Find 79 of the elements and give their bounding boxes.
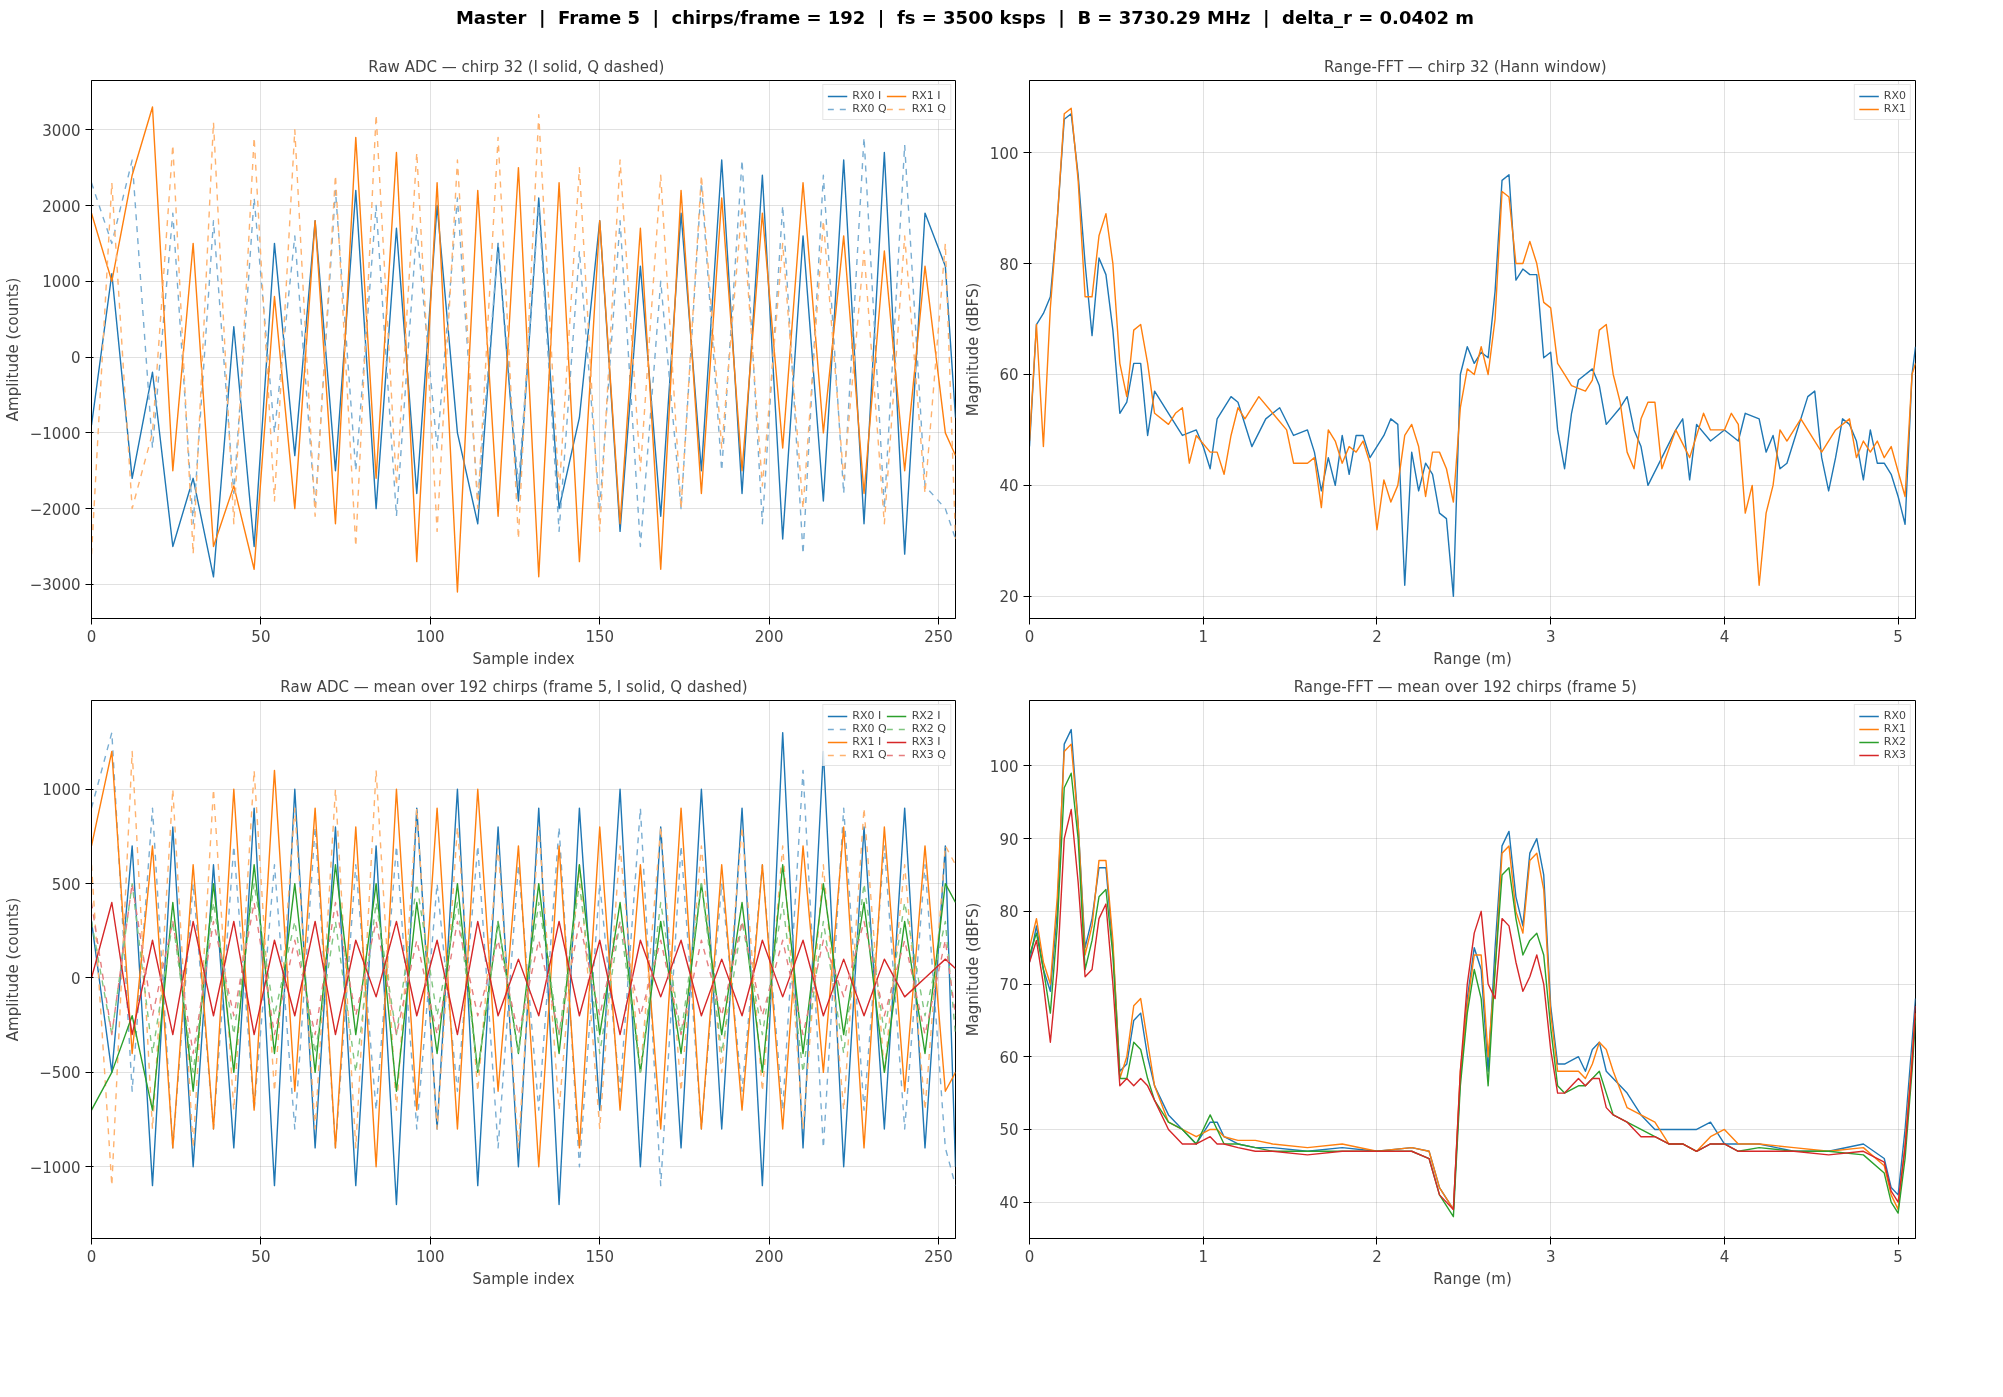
x-tick-label: 4 <box>1719 627 1730 646</box>
x-tick-label: 5 <box>1893 627 1903 646</box>
legend-label: RX0 <box>1883 89 1906 102</box>
x-tick-label: 150 <box>585 627 615 646</box>
legend-label: RX1 <box>1883 722 1906 735</box>
x-tick-label: 100 <box>416 1247 445 1266</box>
y-tick-label: −1000 <box>29 1158 81 1177</box>
x-axis-title: Sample index <box>472 1269 575 1288</box>
x-tick-label: 200 <box>754 1247 784 1266</box>
y-tick-label: 1000 <box>42 781 81 800</box>
x-tick-label: 2 <box>1372 627 1382 646</box>
legend-label: RX3 Q <box>911 748 946 761</box>
chart-title: Raw ADC — mean over 192 chirps (frame 5, I solid, Q dashed) <box>280 677 748 696</box>
y-tick-label: 80 <box>999 903 1019 922</box>
legend-label: RX0 <box>1883 709 1906 722</box>
y-axis-title: Magnitude (dBFS) <box>963 282 982 417</box>
y-tick-label: −1000 <box>29 424 81 443</box>
y-tick-label: 2000 <box>42 197 81 216</box>
x-tick-label: 250 <box>924 1247 953 1266</box>
x-axis-title: Sample index <box>472 649 575 668</box>
x-tick-label: 50 <box>251 1247 271 1266</box>
y-tick-label: 90 <box>999 830 1019 849</box>
y-axis-title: Amplitude (counts) <box>3 897 22 1042</box>
legend-label: RX0 I <box>852 89 882 102</box>
legend-label: RX0 Q <box>852 102 887 115</box>
y-axis-title: Amplitude (counts) <box>3 277 22 422</box>
x-tick-label: 50 <box>251 627 271 646</box>
x-tick-label: 0 <box>86 627 97 646</box>
y-tick-label: 3000 <box>42 121 81 140</box>
legend-label: RX1 I <box>911 89 941 102</box>
legend-label: RX2 <box>1883 735 1906 748</box>
y-tick-label: 500 <box>51 875 81 894</box>
x-tick-label: 5 <box>1893 1247 1903 1266</box>
y-tick-label: 60 <box>999 366 1019 385</box>
x-tick-label: 0 <box>86 1247 97 1266</box>
y-tick-label: 0 <box>70 969 81 988</box>
x-axis-title: Range (m) <box>1433 1269 1512 1288</box>
y-tick-label: 100 <box>989 757 1019 776</box>
legend-label: RX1 I <box>852 735 882 748</box>
chart-title: Range-FFT — mean over 192 chirps (frame 5) <box>1293 677 1637 696</box>
chart-title: Raw ADC — chirp 32 (I solid, Q dashed) <box>368 57 665 76</box>
legend-label: RX1 <box>1883 102 1906 115</box>
y-axis-title: Magnitude (dBFS) <box>963 902 982 1037</box>
x-tick-label: 3 <box>1545 1247 1556 1266</box>
y-tick-label: 40 <box>999 1194 1019 1213</box>
y-tick-label: 100 <box>989 144 1019 163</box>
legend-label: RX3 I <box>911 735 941 748</box>
legend-label: RX1 Q <box>911 102 946 115</box>
x-tick-label: 4 <box>1719 1247 1730 1266</box>
y-tick-label: 0 <box>70 349 81 368</box>
x-axis-title: Range (m) <box>1433 649 1512 668</box>
x-tick-label: 100 <box>416 627 445 646</box>
x-tick-label: 2 <box>1372 1247 1382 1266</box>
y-tick-label: −3000 <box>29 576 81 595</box>
y-tick-label: 50 <box>999 1121 1019 1140</box>
y-tick-label: 20 <box>999 588 1019 607</box>
text: Master | Frame 5 | chirps/frame = 192 | fs = 3500 ksps | B = 3730.29 MHz | delta_r = 0.0402 m <box>455 6 1475 30</box>
chart-title: Range-FFT — chirp 32 (Hann window) <box>1323 57 1607 76</box>
x-tick-label: 0 <box>1024 1247 1035 1266</box>
y-tick-label: −2000 <box>29 500 81 519</box>
legend-label: RX2 Q <box>911 722 946 735</box>
y-tick-label: 1000 <box>42 273 81 292</box>
legend-label: RX3 <box>1883 748 1906 761</box>
legend-label: RX0 Q <box>852 722 887 735</box>
legend-label: RX0 I <box>852 709 882 722</box>
y-tick-label: −500 <box>39 1064 81 1083</box>
y-tick-label: 70 <box>999 976 1019 995</box>
x-tick-label: 1 <box>1198 627 1208 646</box>
x-tick-label: 3 <box>1545 627 1556 646</box>
x-tick-label: 1 <box>1198 1247 1208 1266</box>
y-tick-label: 40 <box>999 477 1019 496</box>
x-tick-label: 200 <box>754 627 784 646</box>
x-tick-label: 0 <box>1024 627 1035 646</box>
legend-label: RX2 I <box>911 709 941 722</box>
x-tick-label: 250 <box>924 627 953 646</box>
x-tick-label: 150 <box>585 1247 615 1266</box>
legend-label: RX1 Q <box>852 748 887 761</box>
y-tick-label: 60 <box>999 1048 1019 1067</box>
y-tick-label: 80 <box>999 255 1019 274</box>
